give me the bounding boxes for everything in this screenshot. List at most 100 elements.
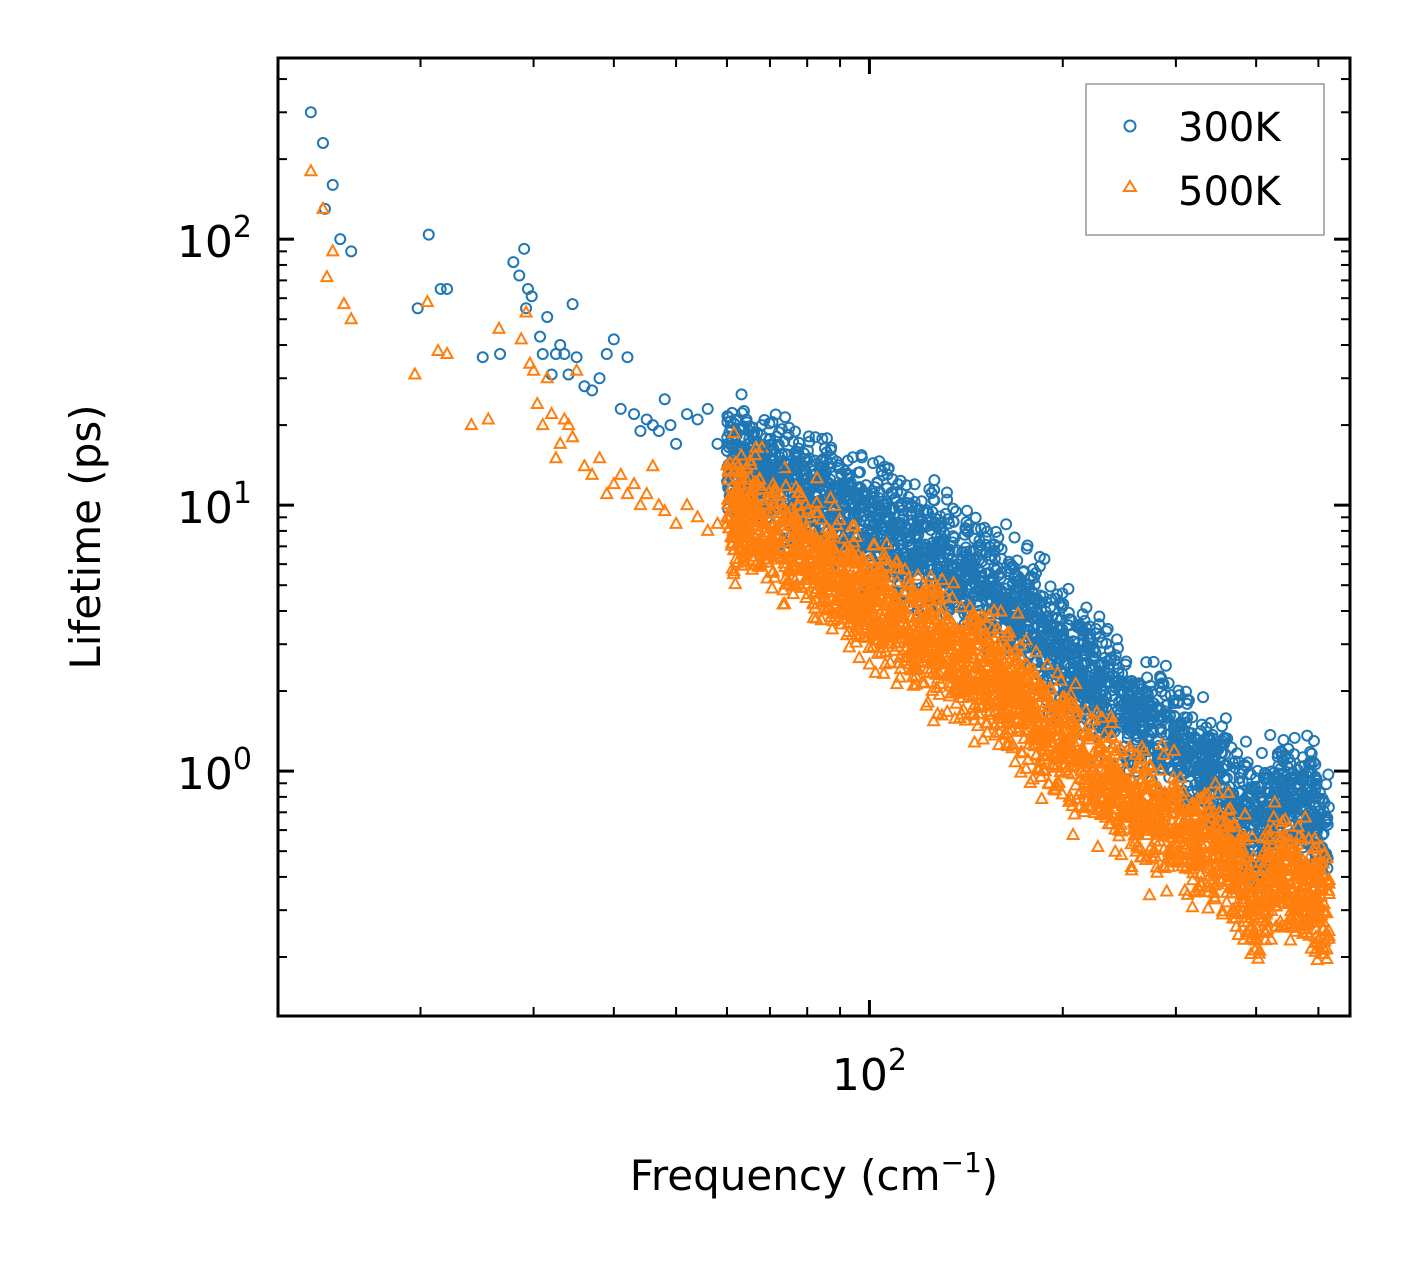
point-500K [1200, 900, 1216, 914]
point-300K [842, 472, 855, 485]
point-500K [1124, 862, 1139, 876]
point-500K [911, 605, 927, 619]
point-500K [728, 454, 743, 468]
point-500K [1273, 829, 1288, 844]
point-500K [1208, 775, 1223, 789]
point-500K [739, 459, 755, 473]
point-300K [1169, 711, 1182, 724]
point-500K [1284, 915, 1299, 929]
point-300K [895, 487, 908, 500]
point-500K [1247, 924, 1262, 939]
point-500K [1086, 768, 1102, 782]
point-300K [778, 447, 791, 460]
point-500K [1135, 771, 1150, 785]
point-500K [1124, 858, 1139, 872]
point-500K [1250, 950, 1266, 964]
point-300K [972, 541, 985, 554]
point-300K [1118, 712, 1131, 725]
point-500K [1283, 911, 1299, 925]
point-500K [1219, 884, 1235, 898]
point-500K [1260, 921, 1275, 935]
point-500K [773, 493, 788, 507]
point-300K [1008, 531, 1021, 544]
point-300K [904, 541, 917, 554]
point-500K [1145, 800, 1161, 814]
point-500K [1013, 764, 1029, 778]
point-300K [1197, 763, 1210, 776]
point-300K [853, 466, 866, 479]
point-500K [845, 518, 860, 532]
point-500K [1089, 704, 1105, 718]
point-300K [973, 534, 986, 547]
point-500K [1014, 661, 1030, 675]
point-500K [1072, 799, 1088, 813]
point-500K [1065, 798, 1080, 812]
point-300K [1131, 677, 1144, 690]
point-300K [1277, 733, 1290, 746]
point-500K [1008, 668, 1024, 682]
point-500K [1087, 752, 1102, 766]
point-500K [986, 602, 1002, 616]
point-500K [809, 470, 825, 484]
point-300K [879, 499, 892, 512]
point-500K [819, 519, 834, 534]
point-500K [862, 656, 877, 670]
point-500K [746, 536, 761, 551]
point-300K [1012, 586, 1025, 599]
point-300K [1103, 645, 1116, 658]
point-300K [1203, 734, 1216, 747]
point-500K [819, 592, 834, 606]
point-500K [1272, 854, 1287, 868]
point-300K [1021, 539, 1034, 552]
point-500K [848, 528, 864, 542]
point-500K [1010, 704, 1026, 718]
point-500K [1076, 804, 1092, 818]
point-300K [1176, 767, 1189, 780]
point-300K [947, 515, 960, 528]
point-300K [1050, 665, 1063, 678]
point-500K [987, 727, 1003, 741]
point-500K [1156, 746, 1172, 760]
point-500K [1159, 883, 1174, 897]
point-500K [870, 590, 885, 604]
point-500K [1192, 853, 1208, 867]
point-500K [1067, 806, 1082, 820]
point-500K [765, 485, 780, 499]
point-500K [1202, 868, 1217, 882]
point-300K [1082, 689, 1095, 702]
point-300K [878, 505, 891, 518]
point-300K [1143, 700, 1156, 713]
point-500K [1193, 866, 1208, 880]
point-500K [1237, 914, 1252, 928]
point-300K [999, 587, 1012, 600]
point-500K [973, 648, 989, 662]
point-500K [827, 497, 842, 511]
point-300K [968, 586, 981, 599]
point-500K [1002, 624, 1017, 638]
point-500K [1040, 656, 1055, 670]
point-500K [1004, 692, 1019, 706]
point-500K [901, 621, 916, 635]
point-500K [752, 471, 767, 485]
point-500K [1191, 879, 1206, 893]
point-300K [855, 451, 868, 464]
point-500K [1309, 840, 1324, 854]
point-300K [1162, 677, 1175, 690]
point-300K [1271, 803, 1284, 816]
point-500K [1069, 704, 1084, 718]
point-500K [726, 425, 742, 439]
point-500K [790, 484, 806, 498]
point-300K [1045, 644, 1058, 657]
point-500K [1219, 894, 1234, 908]
point-300K [862, 518, 875, 531]
point-300K [912, 544, 925, 557]
point-300K [939, 543, 952, 556]
point-300K [1249, 798, 1262, 811]
point-500K [881, 594, 896, 608]
point-300K [755, 454, 768, 467]
point-500K [1062, 729, 1078, 743]
point-500K [1246, 906, 1261, 920]
point-300K [798, 453, 811, 466]
point-500K [982, 666, 998, 681]
